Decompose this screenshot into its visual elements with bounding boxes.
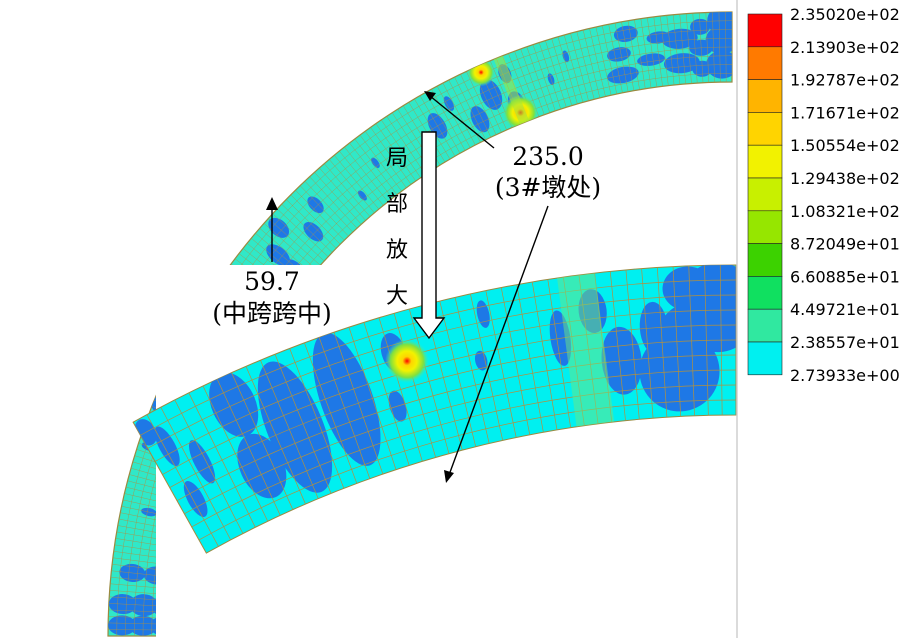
pier-band <box>493 55 530 125</box>
low-stress-blob <box>443 96 455 111</box>
zoom-mesh-grid <box>133 265 737 554</box>
midspan-annotation: 59.7 (中跨跨中) <box>212 197 332 328</box>
mesh-line <box>125 29 732 636</box>
mesh-line <box>184 369 737 515</box>
legend-swatch <box>747 243 783 277</box>
mesh-line <box>198 399 737 541</box>
zoomed-detail <box>132 264 737 638</box>
legend-swatch <box>747 210 783 244</box>
legend-label: 1.71671e+02 <box>790 103 900 122</box>
zoom-label-char: 放 <box>386 238 408 263</box>
low-stress-blob <box>562 50 570 63</box>
low-stress-blob <box>188 440 216 484</box>
zoom-label-char: 局 <box>386 146 408 171</box>
mesh-line <box>169 339 737 488</box>
legend-label: 1.29438e+02 <box>790 169 900 188</box>
color-legend: 2.35020e+02 2.13903e+02 1.92787e+02 1.71671… <box>747 5 900 385</box>
low-stress-blob <box>108 615 137 636</box>
legend-label: 1.50554e+02 <box>790 136 900 155</box>
mesh-line <box>154 309 737 462</box>
low-stress-blob <box>470 106 490 133</box>
mesh-line <box>134 38 732 636</box>
legend-swatch <box>747 341 783 376</box>
mid-value: 59.7 <box>244 267 300 296</box>
low-stress-blob <box>183 481 208 518</box>
legend-swatch <box>747 13 783 48</box>
mesh-line <box>116 20 732 636</box>
legend-label: 2.38557e+01 <box>790 333 900 352</box>
legend-label: 1.92787e+02 <box>790 71 900 90</box>
pier-band <box>557 272 615 427</box>
zoom-label: 局 部 放 大 <box>386 146 408 309</box>
low-stress-blob <box>237 433 287 499</box>
legend-swatch <box>747 177 783 212</box>
low-stress-blob <box>307 196 324 214</box>
mesh-line <box>162 324 737 475</box>
low-stress-blob <box>637 53 665 66</box>
mesh-line <box>191 384 737 528</box>
low-stress-blob <box>707 12 732 35</box>
zoom-arrow <box>412 131 446 340</box>
legend-swatch <box>747 79 783 113</box>
hotspot <box>385 339 429 383</box>
low-stress-blob <box>607 47 631 62</box>
max-location: (3#墩处) <box>495 173 601 202</box>
legend-label: 2.13903e+02 <box>790 38 900 57</box>
zoom-label-char: 部 <box>386 192 408 217</box>
max-value: 235.0 <box>512 142 584 171</box>
zoom-label-char: 大 <box>386 284 408 309</box>
legend-label: 6.60885e+01 <box>790 267 900 286</box>
legend-swatch <box>747 144 783 179</box>
legend-label: 2.35020e+02 <box>790 5 900 24</box>
legend-swatch <box>747 276 783 310</box>
legend-swatch <box>747 308 783 343</box>
legend-label: 1.08321e+02 <box>790 202 900 221</box>
legend-label: 4.49721e+01 <box>790 300 900 319</box>
mesh-line <box>176 354 737 502</box>
legend-label: 8.72049e+01 <box>790 235 900 254</box>
low-stress-blob <box>663 53 700 74</box>
legend-label: 2.73933e+00 <box>790 366 900 385</box>
max-annotation: 235.0 (3#墩处) <box>424 91 601 483</box>
mid-location: (中跨跨中) <box>212 299 332 328</box>
legend-swatch <box>747 112 783 146</box>
hotspot <box>467 58 496 87</box>
low-stress-blob <box>154 426 180 466</box>
legend-swatch <box>747 46 783 80</box>
